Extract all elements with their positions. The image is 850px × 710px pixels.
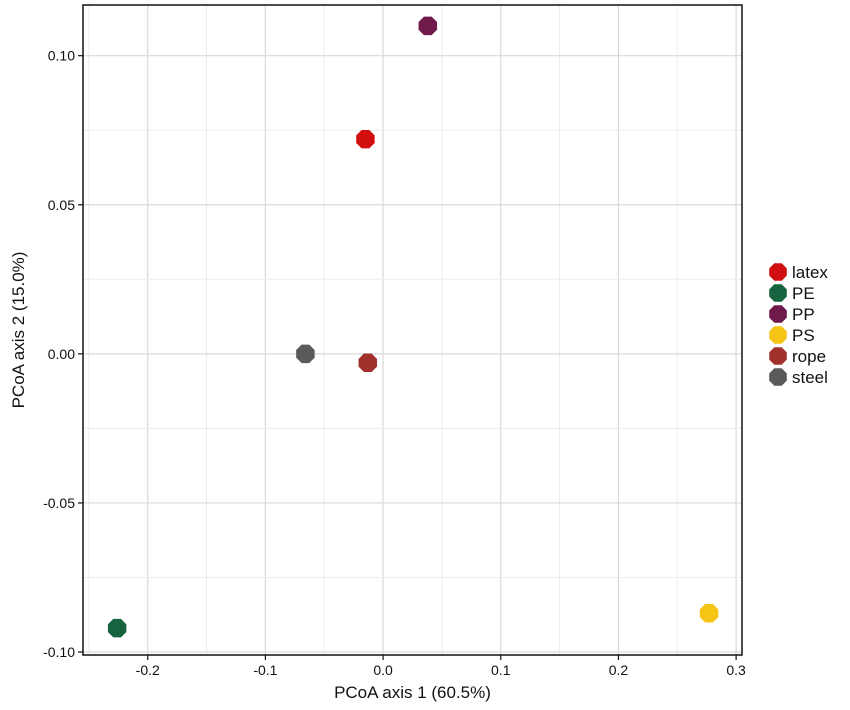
data-point-steel [296, 344, 315, 364]
x-tick-label: 0.1 [491, 662, 511, 678]
legend-label-latex: latex [792, 263, 828, 282]
data-point-pp [418, 16, 438, 36]
data-point-rope [358, 353, 378, 373]
plot-frame [82, 4, 743, 656]
data-points [107, 16, 719, 638]
y-tick-label: -0.10 [43, 644, 75, 660]
legend-label-ps: PS [792, 326, 815, 345]
legend-label-rope: rope [792, 347, 826, 366]
legend-key-steel [769, 368, 787, 386]
legend-label-pe: PE [792, 284, 815, 303]
x-axis-ticks: -0.2 -0.1 0.0 0.1 0.2 0.3 [136, 655, 746, 678]
legend-key-latex [769, 263, 787, 281]
x-tick-label: 0.0 [373, 662, 393, 678]
data-point-ps [699, 604, 719, 623]
y-tick-label: 0.05 [48, 197, 75, 213]
x-tick-label: -0.1 [253, 662, 277, 678]
y-axis-title: PCoA axis 2 (15.0%) [9, 252, 28, 409]
y-tick-label: -0.05 [43, 495, 75, 511]
y-tick-label: 0.00 [48, 346, 75, 362]
x-axis-title: PCoA axis 1 (60.5%) [334, 683, 491, 702]
data-point-pe [107, 618, 127, 638]
legend-key-pp [769, 305, 787, 323]
y-tick-label: 0.10 [48, 48, 75, 64]
x-tick-label: 0.3 [726, 662, 746, 678]
x-tick-label: 0.2 [609, 662, 629, 678]
x-tick-label: -0.2 [136, 662, 160, 678]
data-point-latex [356, 129, 375, 149]
legend-label-pp: PP [792, 305, 815, 324]
legend-label-steel: steel [792, 368, 828, 387]
legend-key-pe [769, 284, 787, 302]
legend: latex PE PP PS rope steel [769, 263, 828, 387]
grid-lines [83, 5, 742, 655]
y-axis-ticks: -0.10 -0.05 0.00 0.05 0.10 [43, 48, 83, 660]
legend-key-rope [769, 347, 787, 365]
legend-key-ps [769, 326, 787, 344]
